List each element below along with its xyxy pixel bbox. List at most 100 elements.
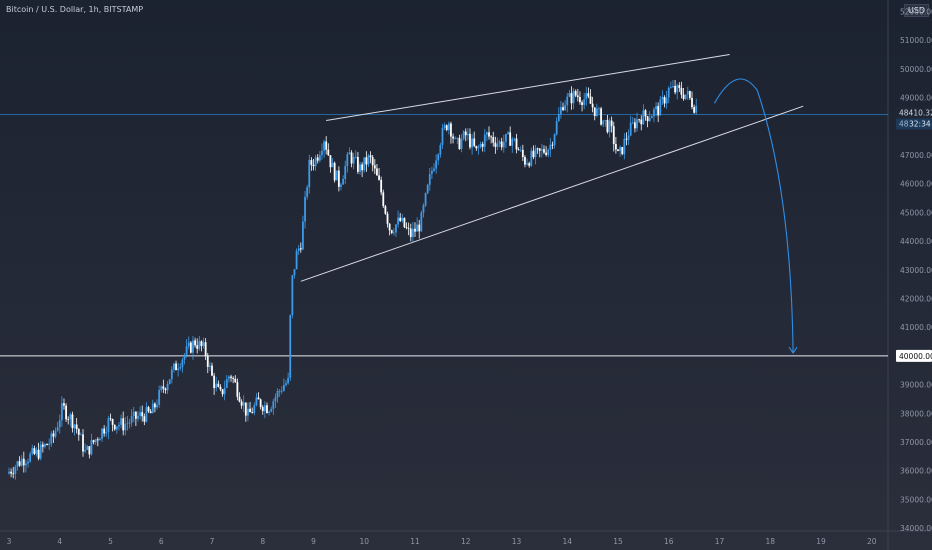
candle-body	[674, 85, 676, 93]
candle-body	[164, 388, 167, 391]
candle-body	[416, 224, 419, 232]
candle-body	[454, 137, 457, 139]
candle-body	[650, 116, 653, 119]
candle-body	[560, 107, 562, 115]
candle-body	[437, 154, 440, 161]
candle-body	[452, 136, 454, 139]
candle-body	[291, 275, 294, 316]
candle-body	[308, 159, 311, 188]
wedge-upper-trendline[interactable]	[326, 54, 730, 122]
candle-body	[424, 193, 427, 206]
candle-body	[251, 412, 254, 414]
candle-body	[502, 141, 505, 148]
candle-body	[213, 375, 216, 389]
candle-body	[373, 165, 376, 169]
x-tick-label: 10	[359, 537, 369, 546]
candle-body	[60, 403, 63, 421]
candle-body	[107, 418, 110, 433]
candle-body	[479, 143, 482, 148]
candle-body	[492, 137, 495, 143]
candle-body	[170, 369, 173, 380]
candle-body	[566, 96, 569, 106]
candle-body	[310, 159, 313, 165]
candle-body	[359, 164, 361, 172]
candle-body	[151, 403, 154, 414]
candle-body	[318, 155, 321, 161]
support-price-tag: 40000.00	[899, 352, 932, 361]
x-tick-label: 8	[260, 537, 265, 546]
candle-body	[371, 157, 374, 166]
candle-body	[669, 87, 672, 88]
x-tick-label: 6	[159, 537, 164, 546]
current-price-tag-bg	[896, 106, 932, 119]
x-tick-label: 20	[867, 537, 877, 546]
candle-body	[25, 463, 27, 466]
candle-body	[350, 152, 353, 164]
candle-body	[278, 390, 281, 392]
candle-body	[695, 105, 698, 113]
candle-body	[407, 227, 410, 229]
candle-body	[46, 444, 48, 446]
candle-body	[128, 422, 131, 424]
candle-body	[661, 97, 664, 100]
candle-body	[234, 378, 237, 383]
candle-body	[405, 227, 408, 229]
candle-body	[610, 120, 613, 127]
y-tick-label: 46000.00	[900, 180, 932, 189]
candle-body	[50, 433, 53, 444]
candle-body	[629, 122, 632, 136]
candle-body	[595, 108, 598, 116]
candle-body	[536, 148, 539, 150]
candle-body	[223, 387, 226, 395]
candle-body	[10, 471, 13, 474]
candle-body	[384, 206, 387, 214]
x-tick-label: 12	[461, 537, 471, 546]
currency-badge[interactable]: USD	[904, 4, 930, 17]
candle-body	[189, 342, 192, 353]
candle-body	[524, 157, 526, 165]
candle-body	[242, 402, 245, 406]
y-tick-label: 51000.00	[900, 36, 932, 45]
candle-body	[357, 156, 359, 172]
candle-body	[602, 120, 605, 125]
candle-body	[247, 408, 249, 416]
forecast-arrow[interactable]	[713, 78, 794, 354]
candle-body	[134, 411, 137, 419]
candle-body	[583, 99, 586, 105]
current-price-partial: 48	[899, 120, 909, 129]
candle-body	[41, 444, 44, 447]
current-price-tag: 48410.32	[899, 109, 932, 118]
candle-body	[346, 154, 349, 167]
wedge-lower-trendline[interactable]	[300, 105, 804, 282]
candle-body	[551, 144, 554, 146]
candle-body	[634, 122, 636, 129]
candle-body	[103, 428, 106, 434]
candle-body	[587, 93, 590, 97]
candle-body	[395, 224, 397, 233]
candle-body	[143, 416, 146, 422]
candle-body	[295, 250, 298, 270]
x-tick-label: 4	[57, 537, 62, 546]
candle-body	[14, 466, 17, 474]
candle-body	[485, 132, 488, 135]
countdown-tag-bg	[896, 118, 932, 130]
candle-body	[101, 428, 103, 439]
candle-body	[593, 107, 596, 116]
candle-body	[35, 449, 38, 454]
candle-body	[564, 105, 567, 111]
candle-body	[331, 162, 334, 168]
candle-body	[166, 384, 169, 391]
candle-body	[619, 147, 622, 152]
candle-body	[177, 368, 180, 371]
candle-body	[67, 419, 70, 421]
candle-body	[585, 93, 588, 100]
candle-body	[422, 205, 425, 213]
candle-body	[289, 315, 292, 378]
candle-body	[579, 96, 581, 103]
candle-body	[686, 91, 689, 95]
candle-body	[490, 136, 493, 138]
candle-body	[598, 108, 600, 110]
y-tick-label: 38000.00	[900, 409, 932, 418]
y-tick-label: 47000.00	[900, 151, 932, 160]
